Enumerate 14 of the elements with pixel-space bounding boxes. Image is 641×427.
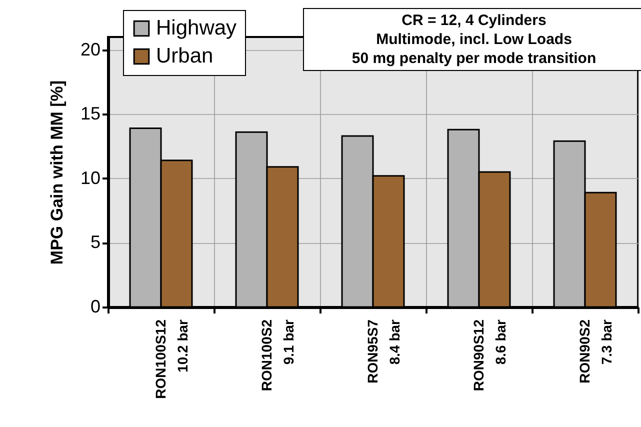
y-tick-label: 20 [80, 39, 100, 60]
y-tick-label: 15 [80, 104, 100, 124]
y-tick-label: 5 [90, 232, 100, 252]
legend-label: Urban [156, 44, 214, 68]
x-tick-label: RON90S12 8.6 bar [470, 318, 508, 392]
x-tick-label: RON100S2 9.1 bar [258, 318, 296, 392]
y-tick-label: 10 [80, 168, 100, 188]
y-axis-title: MPG Gain with MM [%] [47, 80, 66, 265]
y-tick-label: 0 [90, 296, 100, 316]
x-tick-label: RON95S7 8.4 bar [364, 318, 402, 384]
x-tick-label: RON100S12 10.2 bar [152, 318, 190, 399]
legend-label: Highway [156, 16, 238, 40]
note-box: CR = 12, 4 Cylinders Multimode, incl. Low Loads 50 mg penalty per mode transition [303, 8, 641, 71]
x-tick-label: RON90S2 7.3 bar [576, 318, 614, 384]
